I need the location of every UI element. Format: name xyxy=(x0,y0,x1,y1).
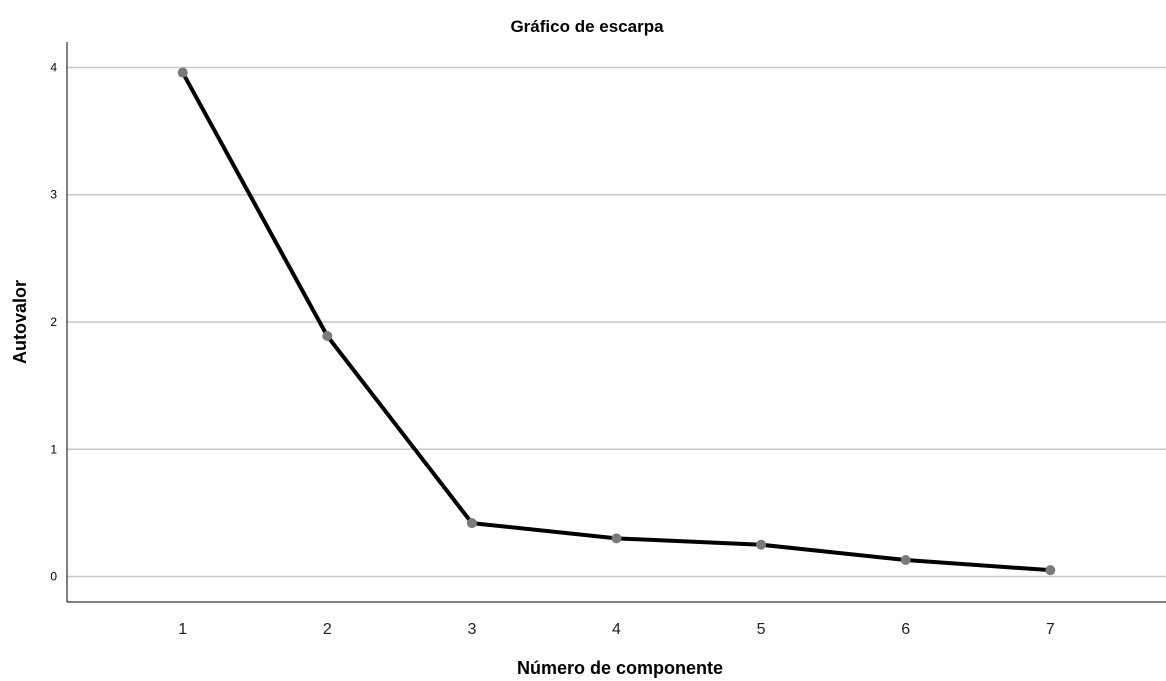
x-tick-labels: 1 2 3 4 5 6 7 xyxy=(178,621,1055,638)
chart-title: Gráfico de escarpa xyxy=(510,17,664,36)
data-point-3 xyxy=(466,518,477,529)
x-tick-label: 1 xyxy=(178,621,187,638)
x-tick-label: 3 xyxy=(467,621,476,638)
y-tick-label: 4 xyxy=(50,60,57,74)
data-point-5 xyxy=(756,539,767,550)
x-tick-label: 6 xyxy=(901,621,910,638)
data-point-7 xyxy=(1045,565,1056,576)
grid-lines xyxy=(67,66,1166,578)
data-point-1 xyxy=(177,67,188,78)
x-tick-label: 4 xyxy=(612,621,621,638)
x-tick-label: 7 xyxy=(1046,621,1055,638)
y-tick-labels: 0 1 2 3 4 xyxy=(50,60,57,583)
y-tick-label: 1 xyxy=(50,442,57,456)
y-tick-label: 0 xyxy=(50,570,57,584)
data-point-2 xyxy=(322,331,333,341)
x-tick-label: 5 xyxy=(757,621,766,638)
data-point-6 xyxy=(900,555,911,565)
y-axis-label: Autovalor xyxy=(10,280,30,364)
data-point-4 xyxy=(611,533,622,544)
x-tick-label: 2 xyxy=(323,621,332,638)
y-tick-label: 3 xyxy=(50,188,57,202)
x-axis-label: Número de componente xyxy=(517,658,723,678)
series-eigenvalues xyxy=(177,67,1056,576)
axes xyxy=(66,42,1166,603)
y-tick-label: 2 xyxy=(50,315,57,329)
